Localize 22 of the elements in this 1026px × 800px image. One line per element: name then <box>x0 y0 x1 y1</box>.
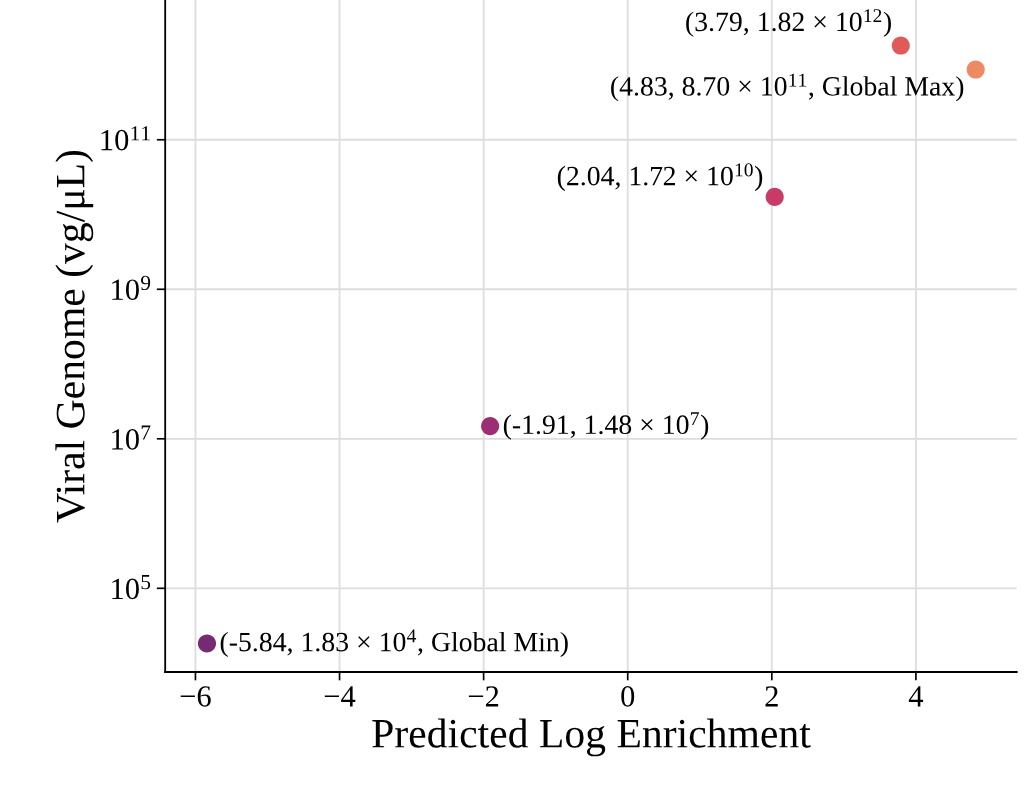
y-tick-label: 10$^{7}$ <box>112 425 151 450</box>
x-tick-label: 2 <box>765 686 778 707</box>
y-tick-label: 10$^{9}$ <box>112 275 151 301</box>
x-tick-label: 0 <box>621 686 635 707</box>
point <box>966 60 985 79</box>
point <box>197 634 217 653</box>
x-tick-label: −2 <box>468 686 499 707</box>
y-tick-label: 10$^{5}$ <box>112 575 151 600</box>
x-tick-label: 4 <box>908 686 924 707</box>
point <box>481 417 500 436</box>
y-tick-label: 10$^{11}$ <box>101 126 150 151</box>
annotation: (-5.84, 1.83 × 10$^{4}$, Global Min) <box>220 629 568 658</box>
annotation: (3.79, 1.82 × 10$^{12}$) <box>686 9 891 37</box>
x-tick-label: −4 <box>324 686 356 707</box>
annotation: (2.04, 1.72 × 10$^{10}$) <box>557 163 763 192</box>
x-axis-title: Predicted Log Enrichment <box>372 718 811 757</box>
point <box>891 36 910 55</box>
annotation: (-1.91, 1.48 × 10$^{7}$) <box>503 412 709 440</box>
x-tick-label: −6 <box>180 686 211 707</box>
annotation: (4.83, 8.70 × 10$^{11}$, Global Max) <box>611 73 964 102</box>
point <box>765 187 784 206</box>
y-axis-title: Viral Genome (vg/μL) <box>55 150 94 523</box>
